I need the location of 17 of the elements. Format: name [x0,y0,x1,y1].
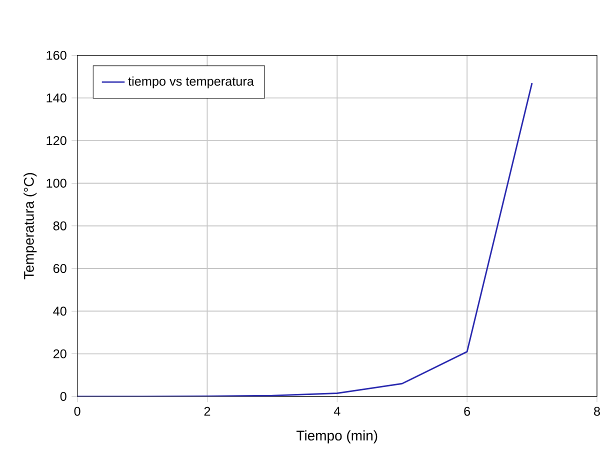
x-tick-label: 8 [594,406,600,416]
x-tick-label: 2 [204,406,210,416]
y-tick-label: 120 [46,136,66,146]
y-tick-label: 0 [60,392,66,402]
y-axis-title: Temperatura (°C) [24,173,37,280]
x-tick-label: 0 [74,406,80,416]
legend-label: tiempo vs temperatura [128,76,254,88]
y-tick-label: 40 [53,306,66,316]
x-tick-label: 6 [464,406,470,416]
y-tick-label: 140 [46,94,66,103]
y-tick-label: 60 [53,264,66,274]
y-tick-label: 80 [53,222,66,230]
x-axis-title: Tiempo (min) [296,430,378,444]
y-tick-label: 20 [53,349,66,358]
y-tick-label: 100 [46,178,66,188]
x-tick-label: 4 [334,406,340,416]
y-tick-label: 160 [46,50,66,60]
